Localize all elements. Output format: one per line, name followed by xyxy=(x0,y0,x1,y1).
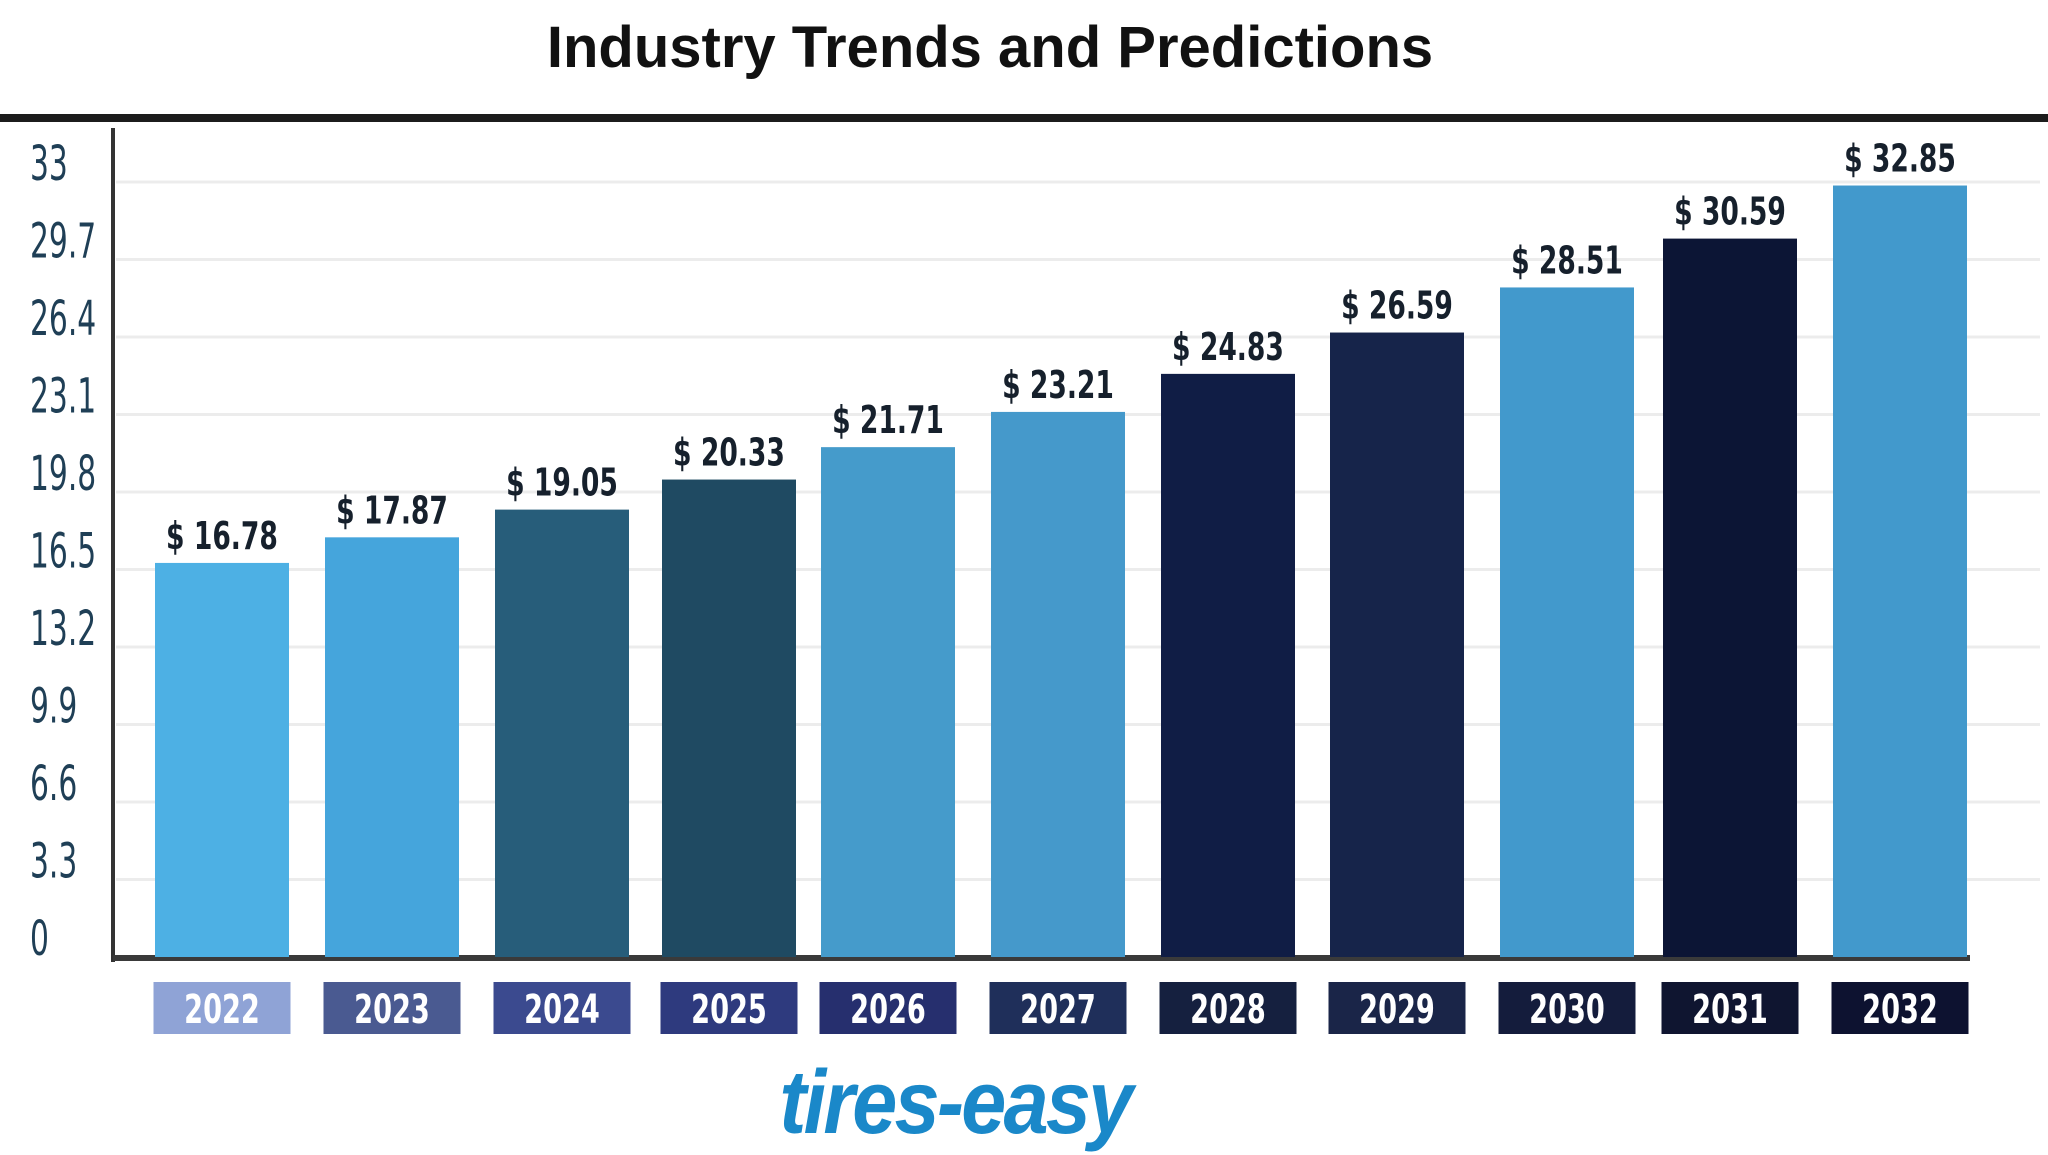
brand-logo: tires-easy xyxy=(779,1053,1133,1153)
year-box xyxy=(660,982,798,1034)
y-tick-label: 13.2 xyxy=(30,602,96,657)
value-label: $ 17.87 xyxy=(336,489,448,533)
bar-2030 xyxy=(1500,287,1634,957)
year-box xyxy=(819,982,957,1034)
y-tick-label: 26.4 xyxy=(30,292,96,347)
value-label: $ 20.33 xyxy=(673,431,785,475)
value-label: $ 21.71 xyxy=(832,398,944,442)
y-tick-label: 16.5 xyxy=(30,524,96,579)
value-label: $ 16.78 xyxy=(166,514,278,558)
bar-2024 xyxy=(495,509,629,957)
year-box xyxy=(323,982,461,1034)
x-tick-label: 2029 xyxy=(1359,987,1435,1034)
bar-2032 xyxy=(1833,185,1967,958)
y-tick-label: 29.7 xyxy=(30,214,96,269)
value-label: $ 26.59 xyxy=(1341,284,1453,328)
y-tick-label: 0 xyxy=(30,912,49,967)
year-box xyxy=(1661,982,1799,1034)
y-tick-label: 23.1 xyxy=(30,369,96,424)
x-tick-label: 2031 xyxy=(1692,987,1768,1034)
chart-title: Industry Trends and Predictions xyxy=(546,15,1434,80)
value-label: $ 24.83 xyxy=(1172,325,1284,369)
y-tick-label: 33 xyxy=(30,137,68,192)
year-box xyxy=(1159,982,1297,1034)
bar-2029 xyxy=(1330,332,1464,958)
y-tick-label: 6.6 xyxy=(30,757,77,812)
bar-2031 xyxy=(1663,238,1797,957)
bar-2022 xyxy=(155,562,289,957)
year-box xyxy=(989,982,1127,1034)
year-box xyxy=(493,982,631,1034)
value-label: $ 28.51 xyxy=(1511,239,1623,283)
bar-2028 xyxy=(1161,373,1295,957)
bar-2025 xyxy=(662,479,796,957)
x-tick-label: 2022 xyxy=(184,987,260,1034)
value-label: $ 19.05 xyxy=(506,461,618,505)
x-tick-label: 2026 xyxy=(850,987,926,1034)
bar-2027 xyxy=(991,411,1125,958)
x-tick-label: 2027 xyxy=(1020,987,1096,1034)
y-tick-label: 3.3 xyxy=(30,834,77,889)
bar-2026 xyxy=(821,447,955,957)
year-box xyxy=(153,982,291,1034)
x-tick-label: 2032 xyxy=(1862,987,1938,1034)
value-label: $ 23.21 xyxy=(1002,363,1114,407)
x-tick-label: 2025 xyxy=(691,987,767,1034)
year-box xyxy=(1328,982,1466,1034)
y-tick-label: 19.8 xyxy=(30,447,96,502)
bar-2023 xyxy=(325,537,459,957)
value-label: $ 32.85 xyxy=(1844,137,1956,181)
x-tick-label: 2024 xyxy=(524,987,600,1034)
y-tick-label: 9.9 xyxy=(30,679,77,734)
title-divider xyxy=(0,114,2048,122)
year-box xyxy=(1831,982,1969,1034)
x-tick-label: 2023 xyxy=(354,987,430,1034)
x-tick-label: 2030 xyxy=(1529,987,1605,1034)
x-tick-label: 2028 xyxy=(1190,987,1266,1034)
year-box xyxy=(1498,982,1636,1034)
value-label: $ 30.59 xyxy=(1674,190,1786,234)
